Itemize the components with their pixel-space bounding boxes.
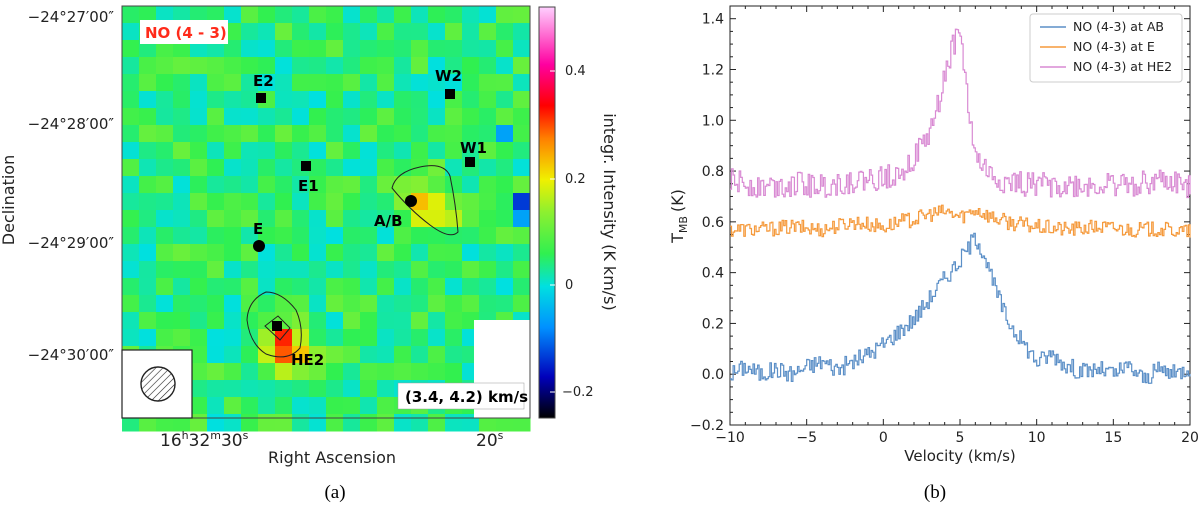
colorbar-tick-label: 0.2 [565, 172, 586, 187]
x-tick-label: 5 [956, 430, 965, 446]
panel-b-caption: (b) [924, 482, 946, 503]
source-ab: A/B [374, 195, 417, 230]
source-w1: W1 [460, 139, 487, 167]
source-e2: E2 [253, 72, 274, 103]
plot-ticks: −10 −5 0 5 10 15 20 −0.2 0.0 0.2 0.4 0.6 0.8 1.0 1.2 1.… [690, 6, 1199, 446]
source-label-e1: E1 [298, 177, 319, 195]
y-tick-label: 0.0 [702, 367, 724, 383]
dec-tick-label: −24°28′00″ [28, 115, 115, 133]
dec-tick-label: −24°29′00″ [28, 234, 115, 252]
source-label-he2: HE2 [291, 351, 324, 369]
contour-he2-inner [264, 315, 291, 341]
source-label-w1: W1 [460, 139, 487, 157]
dec-axis: −24°27′00″ −24°28′00″ −24°29′00″ −24°30′… [28, 8, 115, 364]
ra-tick-label: 20s [476, 429, 504, 451]
colorbar [538, 6, 556, 419]
contour-ab [391, 165, 459, 236]
y-tick-label: 0.8 [702, 164, 724, 180]
y-tick-label: 0.4 [702, 266, 724, 282]
map-label-box [140, 20, 228, 44]
source-he2: HE2 [272, 321, 324, 369]
ra-tick-h-unit: h [182, 429, 189, 442]
x-tick-label: 10 [1028, 430, 1046, 446]
ra-tick-seconds: 30 [221, 431, 243, 451]
dec-tick-label: −24°30′00″ [28, 346, 115, 364]
velocity-range: (3.4, 4.2) km/s [405, 388, 528, 406]
source-label-ab: A/B [374, 212, 403, 230]
y-tick-label: 1.0 [702, 113, 724, 129]
colorbar-tick-label: 0.4 [565, 64, 586, 79]
source-e1: E1 [298, 161, 319, 195]
ra-axis-label: Right Ascension [268, 448, 396, 467]
source-label-e: E [253, 220, 263, 238]
dec-axis-label: Declination [0, 155, 18, 245]
map-label: NO (4 - 3) [145, 24, 227, 42]
y-tick-label: 1.4 [702, 12, 724, 28]
source-e: E [253, 220, 265, 252]
legend-label-he2: NO (4-3) at HE2 [1073, 59, 1172, 74]
panel-a-caption: (a) [324, 482, 345, 503]
x-tick-label: 15 [1104, 430, 1122, 446]
legend: NO (4-3) at AB NO (4-3) at E NO (4-3) at… [1029, 13, 1183, 83]
legend-label-ab: NO (4-3) at AB [1073, 19, 1164, 34]
dec-tick-label: −24°27′00″ [28, 8, 115, 26]
x-tick-label: −5 [796, 430, 817, 446]
ra-tick-s-unit: s [498, 429, 504, 442]
y-tick-label: 1.2 [702, 62, 724, 78]
beam-box [121, 349, 193, 419]
y-axis-label: TMB (K) [668, 189, 690, 244]
series-line-2 [730, 28, 1191, 199]
spectra [730, 28, 1191, 384]
source-label-w2: W2 [435, 67, 462, 85]
x-tick-label: −10 [715, 430, 745, 446]
ra-tick-m-unit: m [210, 429, 221, 442]
y-axis-label-unit: (K) [668, 189, 687, 212]
ra-tick-seconds: 20 [476, 431, 498, 451]
colorbar-label: integr. Intensity (K km/s) [600, 113, 619, 311]
series-line-0 [730, 232, 1191, 384]
x-axis-label: Velocity (km/s) [904, 447, 1015, 465]
ra-tick-minutes: 32 [189, 431, 211, 451]
colorbar-tick-label: 0 [565, 278, 573, 293]
velocity-range-box [397, 382, 525, 410]
source-label-e2: E2 [253, 72, 274, 90]
y-tick-label: 0.2 [702, 316, 724, 332]
map-frame [121, 5, 531, 419]
y-axis-label-main: T [668, 233, 687, 244]
ra-tick-hours: 16 [160, 431, 182, 451]
legend-label-e: NO (4-3) at E [1073, 39, 1155, 54]
contour-he2-outer [246, 291, 302, 358]
intensity-map [122, 6, 531, 432]
ra-tick-s-unit: s [243, 429, 249, 442]
x-tick-label: 20 [1181, 430, 1199, 446]
ra-axis: 16h32m30s 20s [160, 429, 504, 451]
colorbar-tick-label: −0.2 [562, 385, 594, 400]
y-tick-label: 0.6 [702, 215, 724, 231]
colorbar-ticks: 0.4 0.2 0 −0.2 [550, 64, 594, 400]
x-tick-label: 0 [879, 430, 888, 446]
source-w2: W2 [435, 67, 462, 99]
y-axis-label-sub: MB [677, 216, 690, 233]
series-line-1 [730, 204, 1191, 238]
ra-tick-label: 16h32m30s [160, 429, 249, 451]
beam-ellipse [140, 366, 176, 402]
y-tick-label: −0.2 [690, 418, 724, 434]
